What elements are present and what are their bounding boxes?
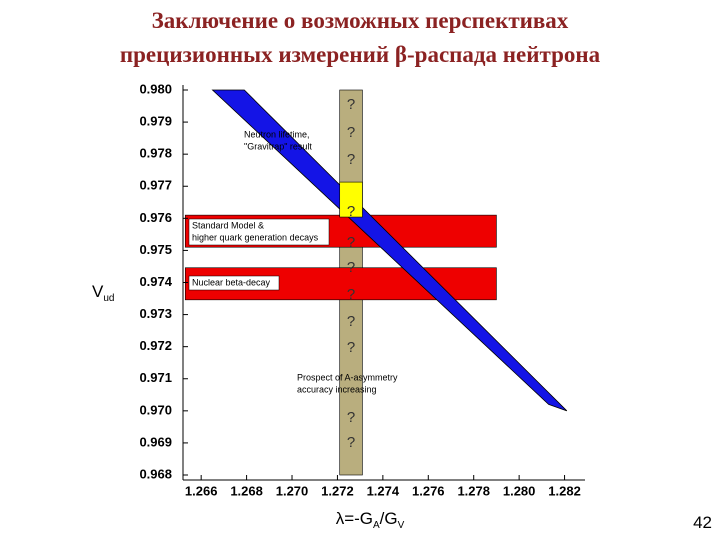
y-tick-label: 0.973 [139, 306, 172, 321]
question-mark: ? [347, 259, 355, 276]
x-tick-label: 1.266 [185, 483, 218, 498]
annotation: Nuclear beta-decay [192, 277, 271, 287]
y-axis-label-part: ud [103, 293, 114, 304]
x-axis-label-part: /G [380, 509, 398, 528]
x-tick-label: 1.276 [412, 483, 445, 498]
y-tick-label: 0.972 [139, 338, 172, 353]
annotation: Standard Model & [192, 220, 264, 230]
plot: Prospect of A-asymmetry accuracy increasi… [92, 81, 585, 531]
question-mark: ? [347, 339, 355, 356]
x-tick-label: 1.268 [230, 483, 263, 498]
x-tick-label: 1.272 [321, 483, 354, 498]
band [211, 89, 568, 412]
question-mark: ? [347, 124, 355, 141]
x-axis-label-part: V [398, 520, 405, 531]
y-axis-label-part: V [92, 282, 104, 301]
y-tick-label: 0.974 [139, 274, 172, 289]
annotation: "Gravitrap" result [244, 141, 312, 151]
page-number: 42 [693, 513, 712, 532]
annotation: higher quark generation decays [192, 232, 319, 242]
x-tick-label: 1.280 [503, 483, 536, 498]
band [339, 181, 363, 218]
title-line: Заключение о возможных перспективах [152, 8, 569, 33]
x-axis-label-part: λ=-G [336, 509, 373, 528]
title-line: прецизионных измерений β-распада нейтрон… [120, 42, 601, 67]
question-mark: ? [347, 434, 355, 451]
y-tick-label: 0.969 [139, 434, 172, 449]
y-tick-label: 0.978 [139, 146, 172, 161]
y-tick-label: 0.970 [139, 402, 172, 417]
annotation: accuracy increasing [297, 384, 377, 394]
x-axis-label-part: A [373, 520, 380, 531]
label-box [188, 275, 280, 291]
y-tick-label: 0.979 [139, 114, 172, 129]
question-mark: ? [347, 203, 355, 220]
annotation: Neutron lifetime, [244, 129, 310, 139]
question-mark: ? [347, 313, 355, 330]
x-tick-label: 1.282 [548, 483, 581, 498]
y-tick-label: 0.971 [139, 370, 172, 385]
y-tick-label: 0.977 [139, 178, 172, 193]
y-axis-label: Vud [92, 282, 114, 304]
question-mark: ? [347, 234, 355, 251]
x-axis-label: λ=-GA/GV [336, 509, 405, 531]
y-tick-label: 0.976 [139, 210, 172, 225]
x-tick-label: 1.278 [457, 483, 490, 498]
question-mark: ? [347, 286, 355, 303]
label-box [188, 218, 330, 246]
question-mark: ? [347, 96, 355, 113]
x-tick-label: 1.274 [367, 483, 400, 498]
question-mark: ? [347, 409, 355, 426]
annotation: Prospect of A-asymmetry [297, 372, 398, 382]
y-tick-label: 0.980 [139, 81, 172, 96]
x-tick-label: 1.270 [276, 483, 309, 498]
question-mark: ? [347, 151, 355, 168]
y-tick-label: 0.968 [139, 466, 172, 481]
y-tick-label: 0.975 [139, 242, 172, 257]
